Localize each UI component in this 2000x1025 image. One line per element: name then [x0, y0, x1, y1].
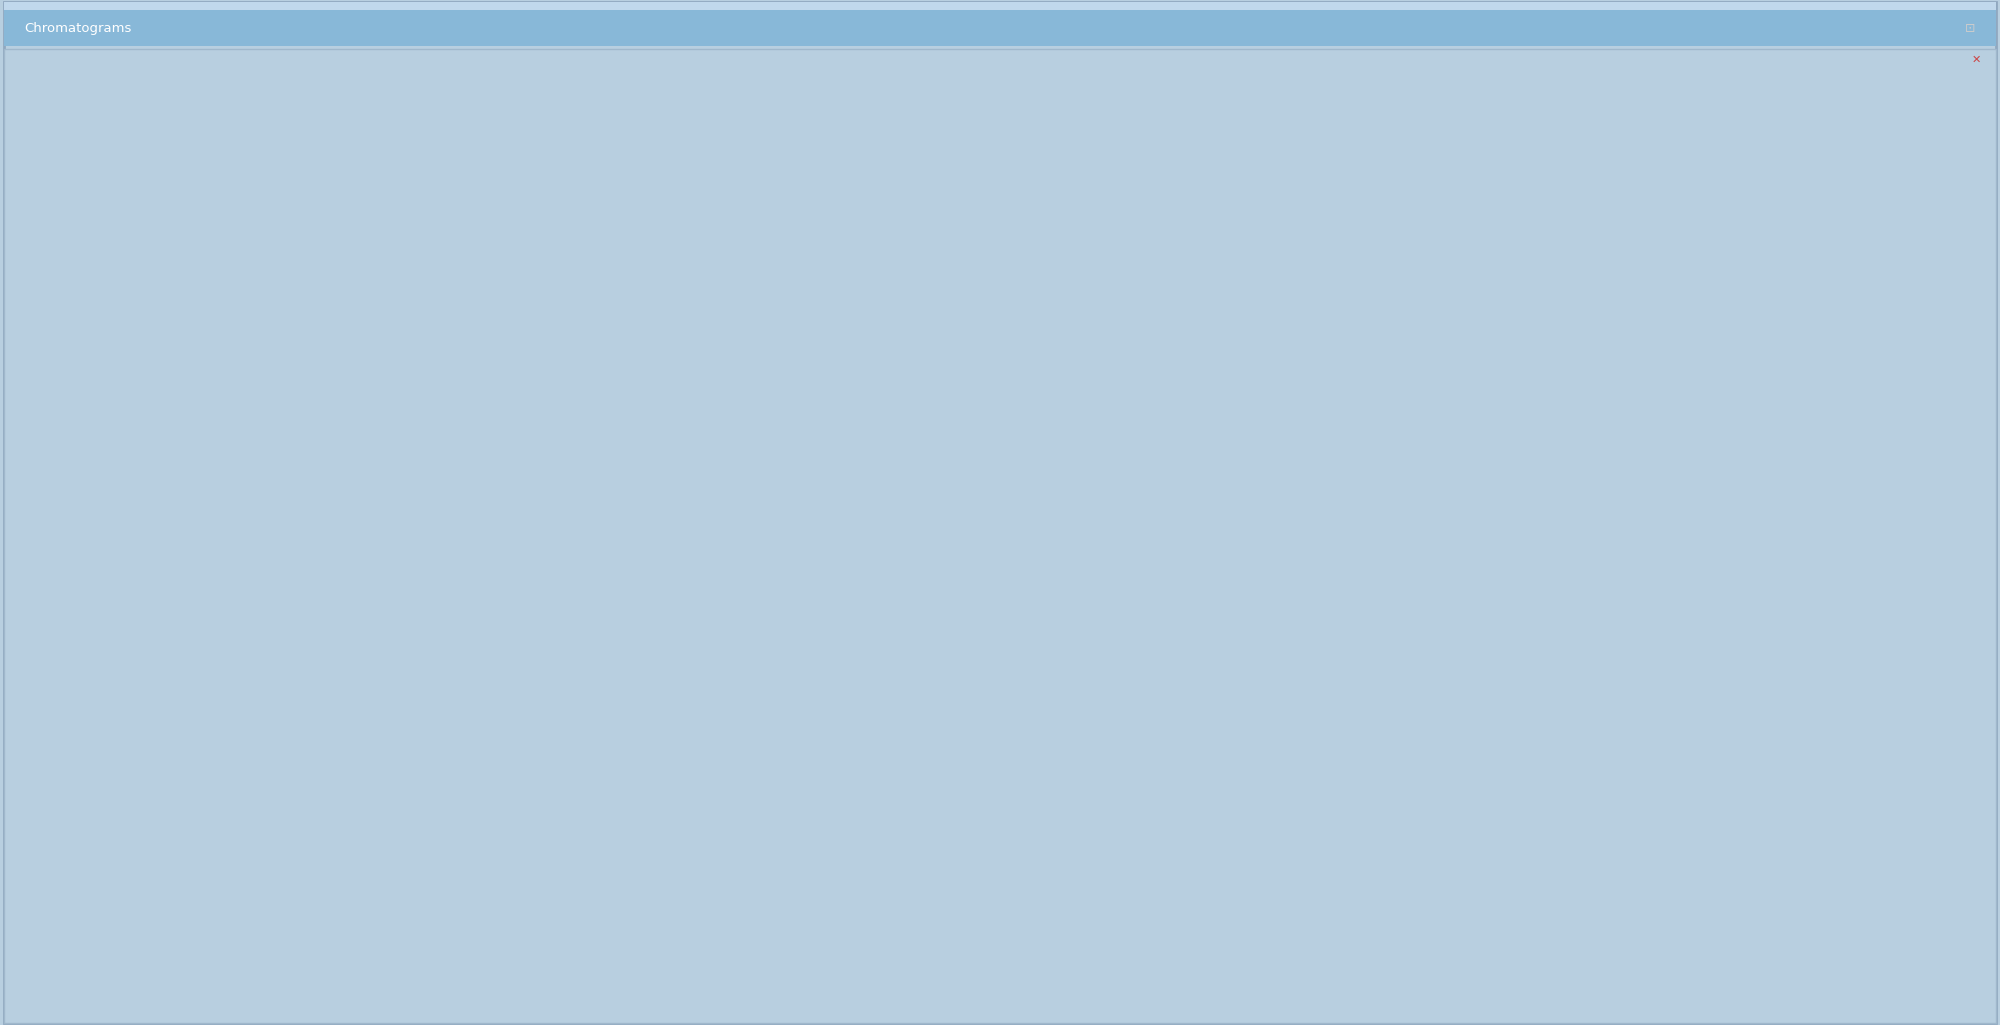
FancyBboxPatch shape — [170, 139, 204, 173]
Text: /: / — [1582, 145, 1592, 160]
Text: ✕: ✕ — [1972, 54, 1980, 65]
Text: over 8 min for: over 8 min for — [424, 495, 542, 510]
Text: over 8 min for CH3OH: over 8 min for CH3OH — [434, 443, 608, 458]
Text: Chromatograms: Chromatograms — [24, 23, 132, 35]
X-axis label: Retention time [min]: Retention time [min] — [950, 975, 1138, 992]
Text: EtOH: EtOH — [584, 495, 624, 510]
Text: EtOH: EtOH — [1592, 145, 1630, 160]
Text: 5 to 20% B: 5 to 20% B — [340, 495, 424, 510]
Text: Solvent B: 4 mM DIPEA, 40 mM HFIP in 75% CH3OH /: Solvent B: 4 mM DIPEA, 40 mM HFIP in 75%… — [1146, 145, 1550, 160]
Text: ⊡: ⊡ — [1964, 23, 1976, 35]
Text: ACN: ACN — [1550, 145, 1582, 160]
Text: ACN: ACN — [542, 495, 574, 510]
Text: Gradient profile: from: Gradient profile: from — [170, 495, 340, 510]
Text: Red trace: 75% EtOH: Red trace: 75% EtOH — [216, 91, 386, 106]
FancyBboxPatch shape — [170, 83, 204, 116]
Text: 15 to 30% B: 15 to 30% B — [340, 443, 434, 458]
Text: Gradient profile: from: Gradient profile: from — [170, 443, 340, 458]
FancyBboxPatch shape — [170, 197, 204, 230]
Text: /: / — [574, 495, 584, 510]
Text: Blank trace: 75% CH3OH: Blank trace: 75% CH3OH — [216, 205, 416, 219]
Y-axis label: Absorbance [AU]: Absorbance [AU] — [60, 423, 78, 576]
Text: Blue trace: 75% ACN: Blue trace: 75% ACN — [216, 148, 384, 163]
Text: Solvent A: 8 mM DIPEA, 40 mM HFIP in DI water: Solvent A: 8 mM DIPEA, 40 mM HFIP in DI … — [1146, 88, 1510, 102]
